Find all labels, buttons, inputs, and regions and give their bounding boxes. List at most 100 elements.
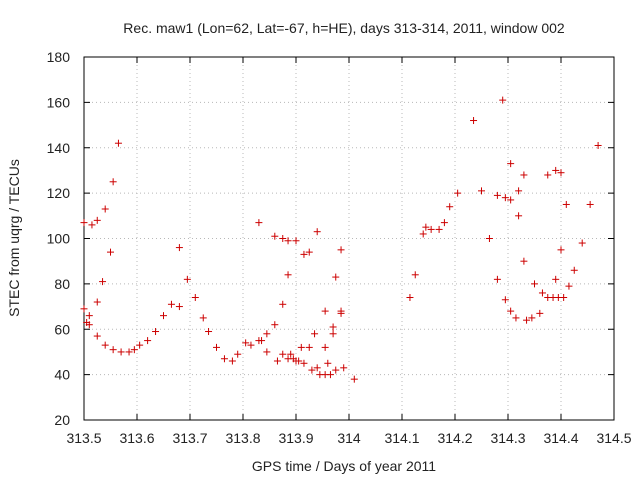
- data-point: [329, 323, 337, 331]
- x-tick-label: 313.6: [119, 430, 154, 446]
- data-point: [279, 300, 287, 308]
- data-point: [305, 248, 313, 256]
- x-tick-label: 314.3: [490, 430, 525, 446]
- data-point: [337, 246, 345, 254]
- data-point: [284, 237, 292, 245]
- data-point: [557, 246, 565, 254]
- data-point: [109, 346, 117, 354]
- data-point: [538, 289, 546, 297]
- data-point: [292, 237, 300, 245]
- data-point: [565, 282, 573, 290]
- data-point: [501, 194, 509, 202]
- data-point: [234, 350, 242, 358]
- data-point: [427, 225, 435, 233]
- y-tick-label: 20: [54, 412, 70, 428]
- data-point: [499, 96, 507, 104]
- data-point: [586, 200, 594, 208]
- x-axis-label: GPS time / Days of year 2011: [252, 458, 436, 474]
- data-point: [528, 314, 536, 322]
- data-point: [136, 341, 144, 349]
- data-point: [326, 371, 334, 379]
- data-point: [493, 275, 501, 283]
- data-point: [313, 228, 321, 236]
- data-point: [422, 223, 430, 231]
- data-point: [313, 364, 321, 372]
- y-tick-label: 60: [54, 321, 70, 337]
- y-tick-label: 100: [47, 231, 71, 247]
- data-point: [332, 273, 340, 281]
- data-point: [552, 275, 560, 283]
- data-point: [332, 366, 340, 374]
- data-point: [80, 219, 88, 227]
- data-point: [411, 271, 419, 279]
- x-tick-label: 314.5: [596, 430, 631, 446]
- data-point: [80, 305, 88, 313]
- data-point: [144, 337, 152, 345]
- data-point: [507, 307, 515, 315]
- data-point: [300, 250, 308, 258]
- data-point: [175, 244, 183, 252]
- data-point: [107, 248, 114, 256]
- x-tick-label: 313.5: [66, 430, 101, 446]
- data-point: [284, 271, 292, 279]
- data-point: [305, 343, 313, 351]
- data-point: [93, 332, 101, 340]
- data-point: [501, 296, 509, 304]
- data-point: [263, 330, 271, 338]
- data-point: [340, 364, 348, 372]
- y-tick-label: 180: [47, 49, 71, 65]
- x-tick-label: 313.7: [172, 430, 207, 446]
- data-point: [321, 343, 329, 351]
- data-point: [324, 359, 332, 367]
- data-point: [220, 355, 228, 363]
- data-point: [93, 216, 101, 224]
- y-tick-label: 40: [54, 367, 70, 383]
- data-point: [271, 321, 279, 329]
- data-point: [536, 309, 544, 317]
- data-point: [440, 219, 448, 227]
- data-point: [205, 328, 213, 336]
- data-point: [578, 239, 586, 247]
- data-point: [175, 303, 183, 311]
- data-point: [570, 266, 578, 274]
- data-point: [515, 212, 523, 220]
- data-point: [228, 357, 236, 365]
- data-point: [300, 359, 308, 367]
- data-point: [101, 341, 109, 349]
- data-point: [594, 141, 602, 149]
- data-point: [88, 221, 96, 229]
- data-point: [167, 300, 175, 308]
- data-point: [308, 366, 316, 374]
- data-point: [295, 357, 303, 365]
- data-point: [337, 309, 345, 317]
- data-point: [279, 350, 287, 358]
- x-tick-label: 314.2: [437, 430, 472, 446]
- y-axis-label: STEC from uqrg / TECUs: [6, 159, 22, 317]
- data-point: [507, 160, 515, 168]
- data-point: [507, 196, 515, 204]
- data-point: [125, 348, 133, 356]
- y-tick-label: 120: [47, 185, 71, 201]
- y-tick-label: 80: [54, 276, 70, 292]
- data-point: [552, 166, 560, 174]
- data-point: [329, 330, 337, 338]
- data-point: [130, 346, 138, 354]
- data-point: [247, 341, 255, 349]
- data-point: [297, 343, 305, 351]
- data-point: [93, 298, 101, 306]
- data-point: [85, 321, 93, 329]
- axis-ticks: 313.5 313.6 313.7 313.8 313.9 314 314.1 314.2 31…: [47, 49, 632, 446]
- data-point: [101, 205, 109, 213]
- data-point: [99, 278, 107, 286]
- data-point: [419, 230, 427, 238]
- data-point: [109, 178, 117, 186]
- data-point: [258, 337, 266, 345]
- data-point: [493, 191, 501, 199]
- y-tick-label: 160: [47, 94, 71, 110]
- chart-title: Rec. maw1 (Lon=62, Lat=-67, h=HE), days …: [123, 20, 565, 36]
- data-point: [562, 200, 570, 208]
- x-tick-label: 313.9: [278, 430, 313, 446]
- data-point: [544, 171, 552, 179]
- data-point: [114, 139, 122, 147]
